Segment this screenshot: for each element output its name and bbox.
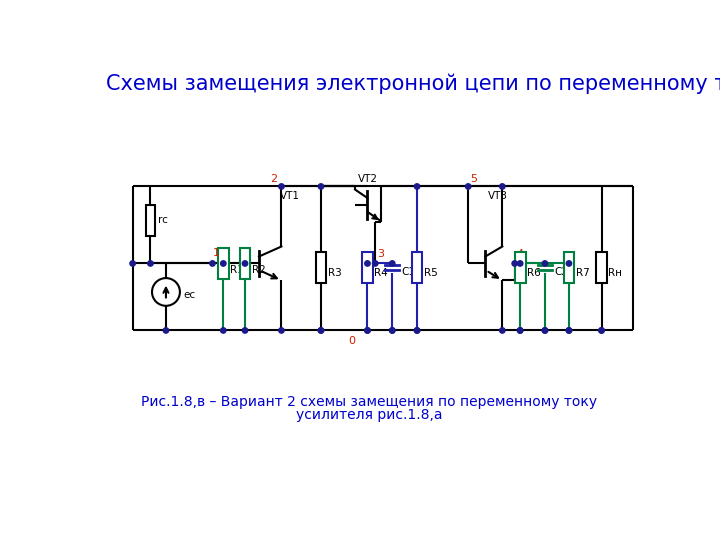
Text: R6: R6 <box>527 268 541 279</box>
Circle shape <box>163 328 168 333</box>
Circle shape <box>318 184 324 189</box>
Circle shape <box>365 328 370 333</box>
Bar <box>315 252 326 283</box>
Bar <box>218 248 229 279</box>
Circle shape <box>414 184 420 189</box>
Circle shape <box>542 261 548 266</box>
Text: VT2: VT2 <box>358 174 378 184</box>
Circle shape <box>279 184 284 189</box>
Text: 2: 2 <box>270 174 277 184</box>
Circle shape <box>500 184 505 189</box>
Bar <box>564 252 575 283</box>
Circle shape <box>220 261 226 266</box>
Circle shape <box>365 328 370 333</box>
Text: VT1: VT1 <box>280 191 300 201</box>
Circle shape <box>414 328 420 333</box>
Circle shape <box>599 328 604 333</box>
Bar <box>596 252 607 283</box>
Circle shape <box>518 328 523 333</box>
Text: 5: 5 <box>469 174 477 184</box>
Text: 1: 1 <box>213 248 220 259</box>
Circle shape <box>566 328 572 333</box>
Circle shape <box>148 261 153 266</box>
Text: Схемы замещения электронной цепи по переменному току: Схемы замещения электронной цепи по пере… <box>106 74 720 94</box>
Circle shape <box>466 184 471 189</box>
Circle shape <box>220 328 226 333</box>
Bar <box>362 252 373 283</box>
Circle shape <box>210 261 215 266</box>
Circle shape <box>542 328 548 333</box>
Circle shape <box>599 328 604 333</box>
Circle shape <box>518 328 523 333</box>
Circle shape <box>566 261 572 266</box>
Circle shape <box>243 261 248 266</box>
Text: R4: R4 <box>374 268 388 279</box>
Text: 0: 0 <box>348 336 356 346</box>
Circle shape <box>512 261 518 266</box>
Bar <box>412 252 423 283</box>
Text: 3: 3 <box>377 249 384 259</box>
Bar <box>145 205 155 236</box>
Circle shape <box>130 261 135 266</box>
Text: Рис.1.8,в – Вариант 2 схемы замещения по переменному току: Рис.1.8,в – Вариант 2 схемы замещения по… <box>141 395 597 409</box>
Circle shape <box>279 328 284 333</box>
Circle shape <box>542 328 548 333</box>
Circle shape <box>365 261 370 266</box>
Text: R1: R1 <box>230 265 244 275</box>
Text: ec: ec <box>183 290 195 300</box>
Circle shape <box>500 328 505 333</box>
Text: C1: C1 <box>402 267 415 277</box>
Circle shape <box>318 328 324 333</box>
Text: Rн: Rн <box>608 268 623 279</box>
Circle shape <box>518 261 523 266</box>
Circle shape <box>566 328 572 333</box>
Circle shape <box>372 261 378 266</box>
Text: R3: R3 <box>328 268 342 279</box>
Text: rc: rc <box>158 215 168 225</box>
Circle shape <box>390 261 395 266</box>
Circle shape <box>414 328 420 333</box>
Text: C2: C2 <box>554 267 568 277</box>
Circle shape <box>390 328 395 333</box>
Text: R5: R5 <box>424 268 438 279</box>
Text: усилителя рис.1.8,а: усилителя рис.1.8,а <box>296 408 442 422</box>
Text: 4: 4 <box>516 249 523 259</box>
Circle shape <box>318 328 324 333</box>
Circle shape <box>390 328 395 333</box>
Bar <box>515 252 526 283</box>
Bar <box>240 248 251 279</box>
Circle shape <box>243 328 248 333</box>
Text: VT3: VT3 <box>488 191 508 201</box>
Text: R2: R2 <box>252 265 266 275</box>
Text: R7: R7 <box>576 268 590 279</box>
